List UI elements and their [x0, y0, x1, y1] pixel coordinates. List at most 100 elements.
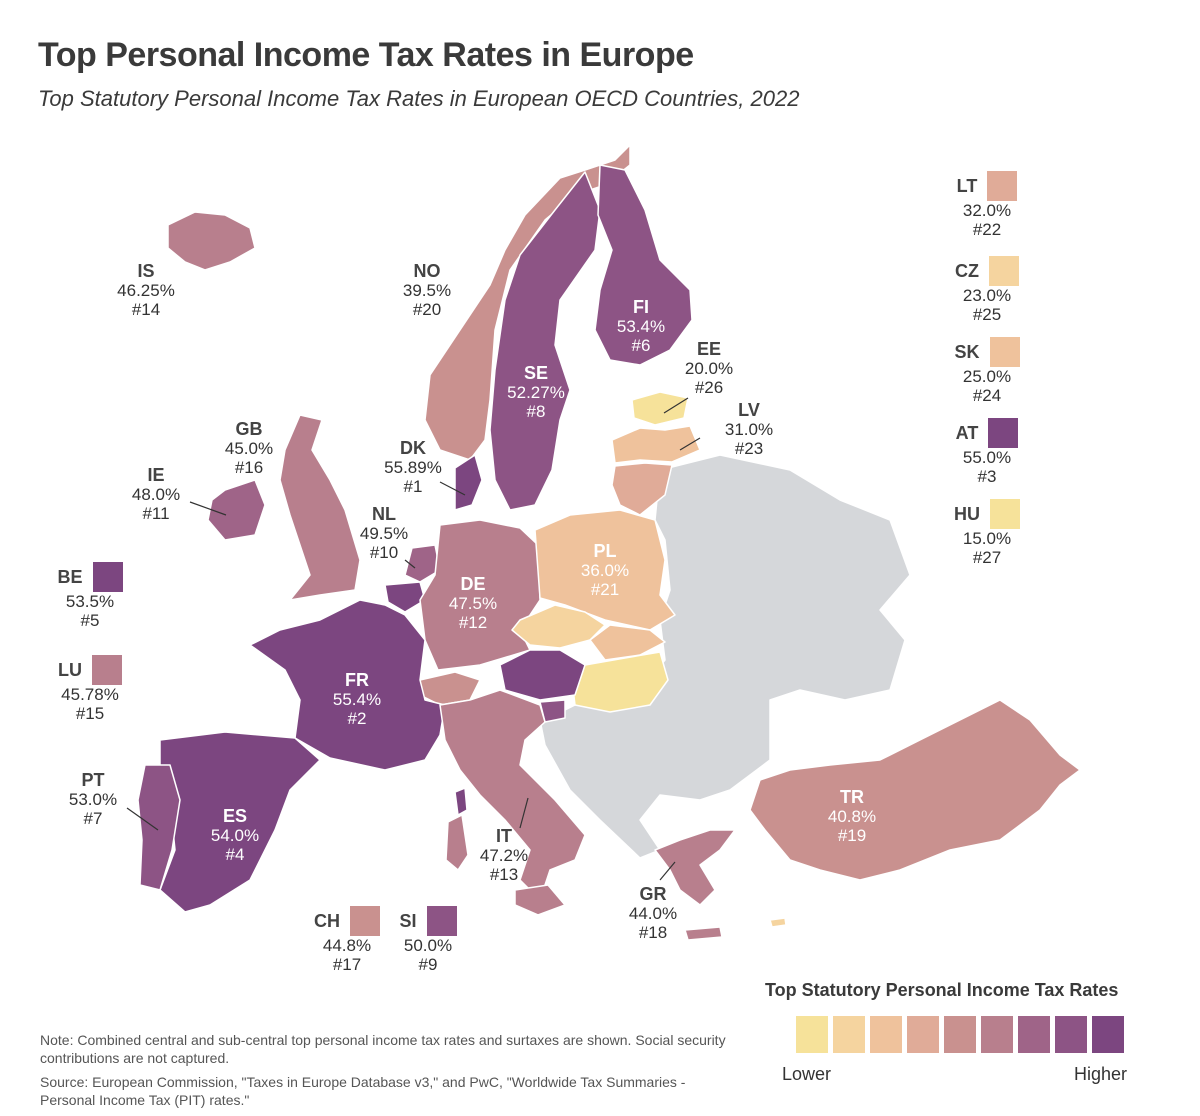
map-country-be — [384, 581, 426, 613]
side-lu-rate: 45.78% — [61, 685, 119, 704]
side-si-rate: 50.0% — [403, 936, 453, 955]
side-si-code: SI — [399, 910, 417, 931]
label-ie-code: IE — [147, 465, 165, 485]
side-label-be: BE 53.5% #5 — [40, 562, 140, 630]
leader-pt — [126, 807, 159, 831]
label-fi-rank: #6 — [631, 336, 651, 355]
label-no-rank: #20 — [412, 300, 442, 319]
label-gb: GB 45.0% #16 — [208, 420, 290, 478]
label-es-rate: 54.0% — [210, 826, 260, 845]
label-ee-rank: #26 — [694, 378, 724, 397]
label-gr: GR 44.0% #18 — [612, 885, 694, 943]
map-country-it — [439, 689, 586, 901]
label-es-code: ES — [222, 806, 247, 826]
leader-ee — [663, 397, 689, 414]
side-ch-rate: 44.8% — [322, 936, 372, 955]
label-pl-code: PL — [593, 541, 617, 561]
label-fi: FI 53.4% #6 — [600, 297, 682, 356]
map-country-at — [499, 649, 586, 701]
label-it: IT 47.2% #13 — [463, 826, 545, 885]
label-pt-code: PT — [81, 770, 105, 790]
label-nl-rate: 49.5% — [359, 524, 409, 543]
label-lv-code: LV — [738, 400, 760, 420]
label-tr-code: TR — [840, 787, 864, 807]
side-label-si: SI 50.0% #9 — [383, 906, 473, 974]
map-island-cyprus — [769, 917, 787, 928]
label-ee: EE 20.0% #26 — [668, 340, 750, 398]
label-fr-code: FR — [345, 670, 369, 690]
label-lv: LV 31.0% #23 — [708, 400, 790, 459]
side-at-swatch — [988, 418, 1019, 448]
side-lu-rank: #15 — [75, 704, 105, 723]
chart-title: Top Personal Income Tax Rates in Europe — [38, 36, 694, 74]
label-nl-code: NL — [372, 504, 396, 524]
label-it-rate: 47.2% — [479, 846, 529, 865]
side-be-rank: #5 — [80, 611, 100, 630]
map-country-gr-crete — [684, 926, 723, 941]
side-ch-rank: #17 — [332, 955, 362, 974]
map-country-tr — [749, 699, 1081, 881]
map-country-ie — [207, 479, 266, 541]
leader-nl — [404, 559, 416, 569]
label-tr-rate: 40.8% — [827, 807, 877, 826]
label-fi-code: FI — [633, 297, 649, 317]
label-pl-rate: 36.0% — [580, 561, 630, 580]
side-hu-rate: 15.0% — [962, 529, 1012, 548]
map-country-sk — [589, 624, 666, 661]
footnote: Note: Combined central and sub-central t… — [40, 1032, 726, 1066]
side-label-at: AT 55.0% #3 — [937, 418, 1037, 486]
legend-swatch-2 — [833, 1016, 865, 1053]
map-country-pl — [534, 509, 676, 631]
label-se-code: SE — [523, 363, 548, 383]
map-country-dk — [454, 454, 483, 511]
label-gr-rate: 44.0% — [628, 904, 678, 923]
label-de: DE 47.5% #12 — [432, 575, 514, 633]
map-country-fr — [249, 599, 446, 771]
label-es-rank: #4 — [225, 845, 245, 864]
side-hu-code: HU — [954, 503, 980, 524]
label-nl-rank: #10 — [369, 543, 399, 562]
side-be-code: BE — [57, 566, 83, 587]
chart-subtitle: Top Statutory Personal Income Tax Rates … — [38, 86, 800, 111]
side-cz-rank: #25 — [972, 305, 1002, 324]
side-ch-swatch — [350, 906, 380, 936]
map-country-pt — [137, 764, 181, 891]
side-be-swatch — [92, 562, 123, 592]
label-lv-rate: 31.0% — [724, 420, 774, 439]
side-label-lt: LT 32.0% #22 — [937, 171, 1037, 239]
map-country-it-sicily — [514, 884, 566, 916]
side-sk-code: SK — [954, 341, 980, 362]
source-note: Source: European Commission, "Taxes in E… — [40, 1074, 686, 1108]
label-no-rate: 39.5% — [402, 281, 452, 300]
label-se-rank: #8 — [526, 402, 546, 421]
label-it-code: IT — [496, 826, 512, 846]
label-pt-rate: 53.0% — [68, 790, 118, 809]
label-se-rate: 52.27% — [507, 383, 565, 402]
side-lt-swatch — [987, 171, 1018, 201]
map-country-it-sardinia — [445, 814, 469, 871]
label-pt-rank: #7 — [83, 809, 103, 828]
label-lv-rank: #23 — [734, 439, 764, 458]
label-tr-rank: #19 — [837, 826, 867, 845]
side-at-rank: #3 — [977, 467, 997, 486]
label-no-code: NO — [413, 261, 441, 281]
side-lu-swatch — [92, 655, 122, 685]
side-lt-rate: 32.0% — [962, 201, 1012, 220]
side-lt-code: LT — [956, 175, 978, 196]
label-fi-rate: 53.4% — [616, 317, 666, 336]
legend-swatch-1 — [796, 1016, 828, 1053]
label-ie-rank: #11 — [142, 504, 170, 523]
legend-low-label: Lower — [782, 1064, 832, 1084]
label-dk-rate: 55.89% — [384, 458, 442, 477]
map-country-lt — [611, 462, 673, 516]
map-country-ee — [631, 391, 689, 426]
side-at-code: AT — [955, 422, 979, 443]
label-ie: IE 48.0% #11 — [115, 465, 197, 524]
label-se: SE 52.27% #8 — [495, 363, 577, 422]
leader-dk — [439, 481, 466, 496]
label-de-rate: 47.5% — [448, 594, 498, 613]
side-at-rate: 55.0% — [962, 448, 1012, 467]
side-be-rate: 53.5% — [65, 592, 115, 611]
label-ie-rate: 48.0% — [131, 485, 181, 504]
